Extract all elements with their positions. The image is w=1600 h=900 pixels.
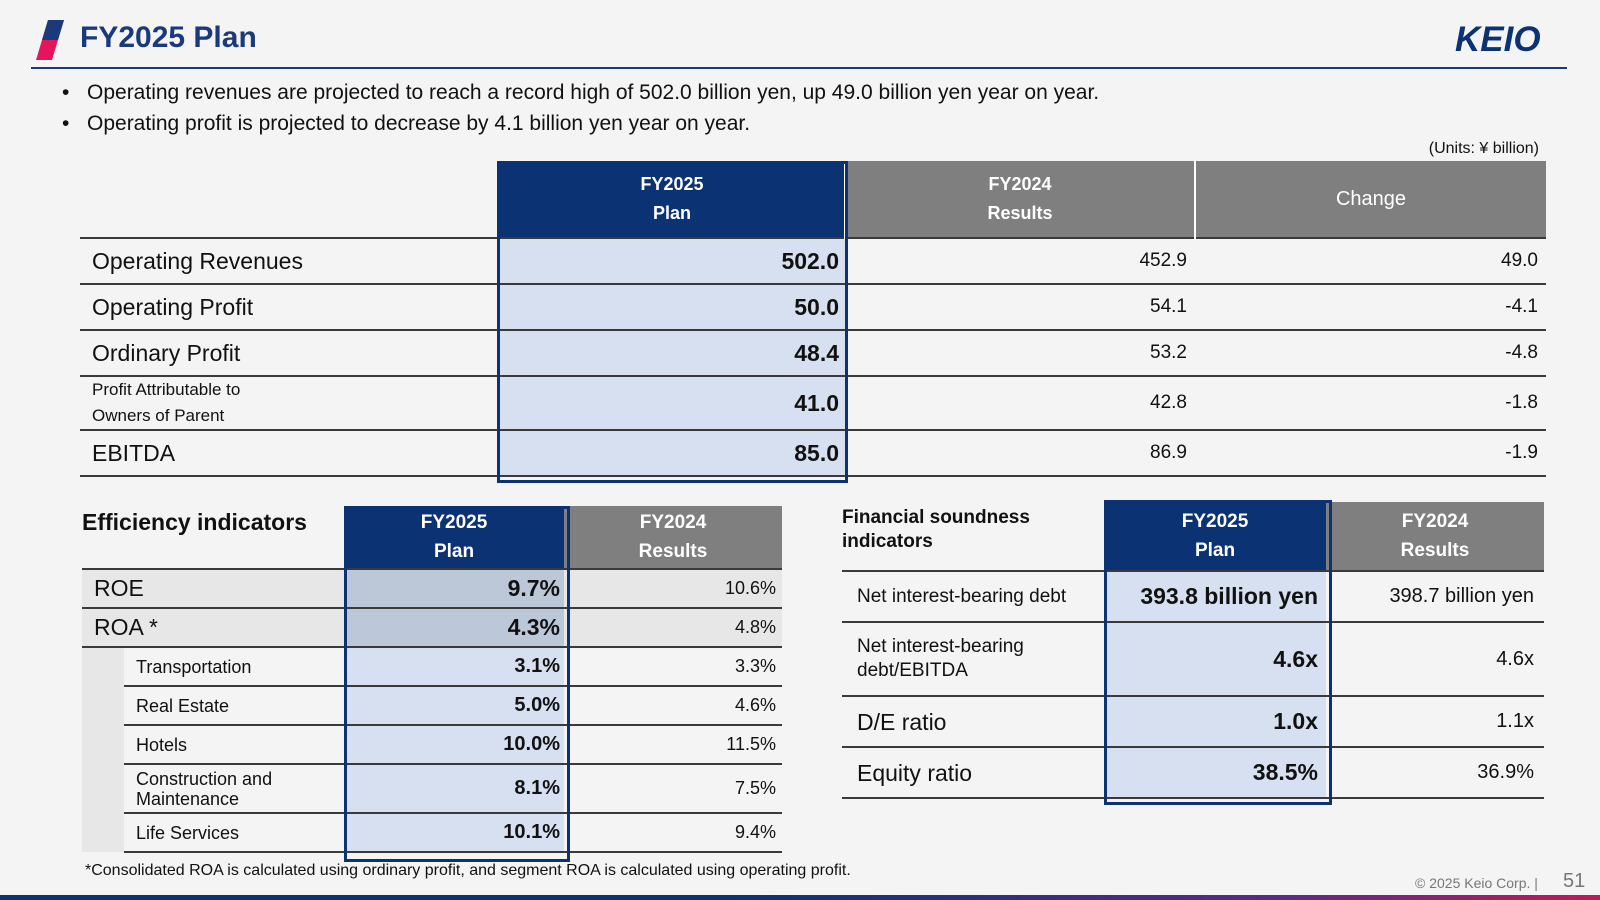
row-label: Real Estate xyxy=(124,686,344,726)
plan-value: 38.5% xyxy=(1104,747,1326,799)
results-value: 7.5% xyxy=(564,764,782,814)
table-row: EBITDA 85.0 86.9 -1.9 xyxy=(80,430,1546,477)
row-label: EBITDA xyxy=(80,430,500,477)
table-row: Real Estate 5.0% 4.6% xyxy=(82,686,782,726)
row-label: Equity ratio xyxy=(842,747,1104,799)
plan-value: 9.7% xyxy=(344,568,564,609)
results-value: 4.6x xyxy=(1326,622,1544,697)
table-row: Equity ratio 38.5% 36.9% xyxy=(842,747,1544,799)
plan-value: 3.1% xyxy=(344,647,564,687)
table-row: Life Services 10.1% 9.4% xyxy=(82,813,782,853)
plan-value: 10.0% xyxy=(344,725,564,765)
table-row: Operating Profit 50.0 54.1 -4.1 xyxy=(80,284,1546,331)
results-value: 54.1 xyxy=(845,284,1195,331)
bullet-item: Operating profit is projected to decreas… xyxy=(60,108,1099,139)
plan-value: 10.1% xyxy=(344,813,564,853)
results-value: 53.2 xyxy=(845,330,1195,377)
plan-value: 502.0 xyxy=(500,237,845,285)
results-value: 10.6% xyxy=(564,568,782,609)
footer-gradient-bar xyxy=(0,895,1600,900)
header-fy2025-plan: FY2025 Plan xyxy=(1104,502,1326,571)
plan-value: 4.3% xyxy=(344,608,564,648)
header-fy2024-results: FY2024 Results xyxy=(844,161,1195,238)
row-label: ROE xyxy=(82,568,344,609)
table-row: ROA * 4.3% 4.8% xyxy=(82,608,782,648)
roa-footnote: *Consolidated ROA is calculated using or… xyxy=(85,862,851,879)
row-label: ROA * xyxy=(82,608,344,648)
svg-text:KEIO: KEIO xyxy=(1455,20,1541,54)
results-value: 42.8 xyxy=(845,376,1195,431)
plan-summary-table: FY2025 Plan FY2024 Results Change Operatin… xyxy=(80,161,1546,477)
results-value: 11.5% xyxy=(564,725,782,765)
table-row: Operating Revenues 502.0 452.9 49.0 xyxy=(80,237,1546,285)
results-value: 9.4% xyxy=(564,813,782,853)
row-label: Construction and Maintenance xyxy=(124,764,344,814)
page-title: FY2025 Plan xyxy=(80,21,257,54)
plan-value: 5.0% xyxy=(344,686,564,726)
title-accent-icon xyxy=(36,20,64,60)
bullet-item: Operating revenues are projected to reac… xyxy=(60,77,1099,108)
plan-value: 393.8 billion yen xyxy=(1104,570,1326,623)
change-value: -1.9 xyxy=(1195,430,1546,477)
row-label: Profit Attributable to Owners of Parent xyxy=(80,376,500,431)
units-note: (Units: ¥ billion) xyxy=(1428,140,1539,157)
results-value: 1.1x xyxy=(1326,696,1544,748)
table-row: Ordinary Profit 48.4 53.2 -4.8 xyxy=(80,330,1546,377)
summary-bullets: Operating revenues are projected to reac… xyxy=(60,77,1099,139)
results-value: 398.7 billion yen xyxy=(1326,570,1544,623)
header-empty xyxy=(80,161,500,238)
header-fy2025-plan: FY2025 Plan xyxy=(500,161,845,238)
page-number: 51 xyxy=(1563,870,1586,892)
keio-logo: KEIO xyxy=(1455,20,1541,54)
header-fy2024-results: FY2024 Results xyxy=(564,506,782,569)
plan-value: 8.1% xyxy=(344,764,564,814)
plan-value: 85.0 xyxy=(500,430,845,477)
row-label: Ordinary Profit xyxy=(80,330,500,377)
results-value: 86.9 xyxy=(845,430,1195,477)
plan-value: 4.6x xyxy=(1104,622,1326,697)
change-value: -4.1 xyxy=(1195,284,1546,331)
results-value: 452.9 xyxy=(845,237,1195,285)
header-fy2025-plan: FY2025 Plan xyxy=(344,506,564,569)
plan-value: 50.0 xyxy=(500,284,845,331)
header-fy2024-results: FY2024 Results xyxy=(1326,502,1544,571)
row-label: Operating Profit xyxy=(80,284,500,331)
row-label: Net interest-bearing debt/EBITDA xyxy=(842,622,1104,697)
change-value: -4.8 xyxy=(1195,330,1546,377)
results-value: 36.9% xyxy=(1326,747,1544,799)
table-row: Net interest-bearing debt 393.8 billion … xyxy=(842,570,1544,623)
results-value: 4.6% xyxy=(564,686,782,726)
row-label: Transportation xyxy=(124,647,344,687)
header-change: Change xyxy=(1194,161,1546,238)
row-label: Hotels xyxy=(124,725,344,765)
table-row: ROE 9.7% 10.6% xyxy=(82,568,782,609)
efficiency-title: Efficiency indicators xyxy=(82,509,307,535)
efficiency-indicators-table: FY2025 Plan FY2024 Results ROE 9.7% 10.6% … xyxy=(82,506,782,853)
change-value: 49.0 xyxy=(1195,237,1546,285)
row-label: Net interest-bearing debt xyxy=(842,570,1104,623)
row-label: Operating Revenues xyxy=(80,237,500,285)
soundness-title: Financial soundness indicators xyxy=(842,507,1030,552)
plan-value: 48.4 xyxy=(500,330,845,377)
segment-indent xyxy=(82,647,124,852)
table-row: Hotels 10.0% 11.5% xyxy=(82,725,782,765)
plan-value: 41.0 xyxy=(500,376,845,431)
change-value: -1.8 xyxy=(1195,376,1546,431)
row-label: D/E ratio xyxy=(842,696,1104,748)
table-row: Net interest-bearing debt/EBITDA 4.6x 4.6… xyxy=(842,622,1544,697)
results-value: 4.8% xyxy=(564,608,782,648)
soundness-indicators-table: FY2025 Plan FY2024 Results Net interest-be… xyxy=(842,502,1544,799)
table-row: Construction and Maintenance 8.1% 7.5% xyxy=(82,764,782,814)
header-divider xyxy=(31,67,1567,69)
table-row: Transportation 3.1% 3.3% xyxy=(82,647,782,852)
copyright: © 2025 Keio Corp. | xyxy=(1415,875,1538,891)
results-value: 3.3% xyxy=(564,647,782,687)
table-row: D/E ratio 1.0x 1.1x xyxy=(842,696,1544,748)
row-label: Life Services xyxy=(124,813,344,853)
table-row: Profit Attributable to Owners of Parent 4… xyxy=(80,376,1546,431)
plan-value: 1.0x xyxy=(1104,696,1326,748)
